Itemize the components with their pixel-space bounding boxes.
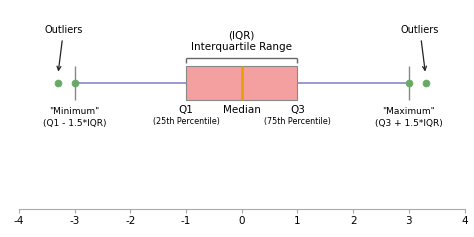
Text: Outliers: Outliers [45,25,82,70]
Bar [186,66,298,100]
Text: Interquartile Range: Interquartile Range [191,42,292,52]
Text: (25th Percentile): (25th Percentile) [153,117,219,126]
Text: (75th Percentile): (75th Percentile) [264,117,331,126]
Text: Q3: Q3 [290,105,305,115]
Text: Median: Median [223,105,261,115]
Text: "Minimum": "Minimum" [49,107,100,116]
Text: (Q3 + 1.5*IQR): (Q3 + 1.5*IQR) [375,119,443,128]
Text: "Maximum": "Maximum" [383,107,435,116]
Text: Outliers: Outliers [401,25,439,70]
Text: (IQR): (IQR) [228,30,255,40]
Text: Q1: Q1 [179,105,193,115]
Text: (Q1 - 1.5*IQR): (Q1 - 1.5*IQR) [43,119,106,128]
